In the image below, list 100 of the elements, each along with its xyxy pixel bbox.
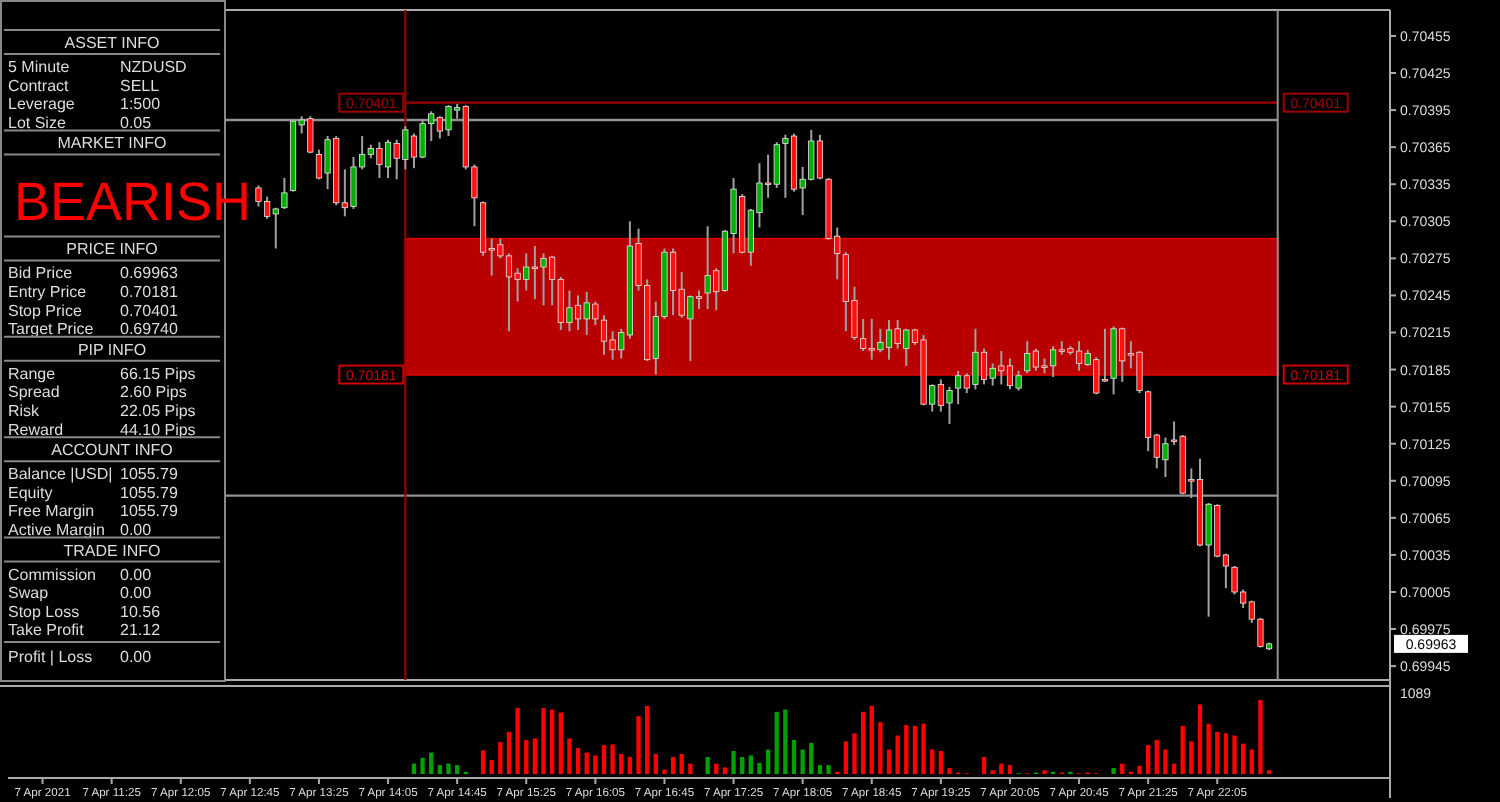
bar (454, 765, 460, 774)
candlestick (384, 138, 392, 180)
bar (1111, 768, 1116, 774)
category-label: 5 Minute (8, 58, 71, 76)
bar (843, 741, 848, 774)
bar (619, 754, 624, 774)
bar (869, 705, 874, 774)
bar (1007, 765, 1013, 774)
bar (757, 762, 762, 774)
category-label: TRADE INFO (63, 541, 161, 560)
candlestick (980, 347, 988, 386)
candlestick (885, 319, 893, 361)
bar (1258, 700, 1263, 774)
bar (610, 744, 615, 774)
bar (1137, 765, 1142, 774)
bar (636, 716, 641, 774)
bar (1154, 739, 1159, 774)
candlestick (955, 369, 962, 406)
bar (524, 739, 529, 774)
bar (1223, 733, 1229, 774)
bar (1163, 749, 1168, 774)
bar (947, 768, 952, 774)
bar (774, 711, 779, 774)
candlestick (350, 156, 357, 210)
category-label: Contract (8, 76, 71, 95)
bar (446, 763, 451, 774)
category-label: Stop Price (8, 301, 83, 320)
text: 1055.79 (120, 502, 178, 521)
text: 0.05 (120, 113, 152, 132)
category-label: Take Profit (8, 621, 86, 640)
bar (921, 723, 926, 774)
text: 66.15 Pips (120, 364, 196, 383)
candlestick (281, 177, 288, 210)
bar (860, 711, 866, 774)
text: 0.70401 (120, 301, 178, 320)
text: 0.00 (120, 521, 152, 539)
category-label: Swap (8, 584, 50, 603)
bar (593, 755, 598, 774)
bar (800, 749, 805, 774)
category-label: Risk (8, 402, 42, 420)
candlestick (540, 252, 547, 307)
candlestick (946, 385, 953, 425)
category-label: ASSET INFO (64, 34, 160, 52)
candlestick (1145, 389, 1152, 453)
bar (1189, 741, 1194, 774)
bar (878, 722, 883, 774)
text: NZDUSD (120, 58, 187, 76)
candlestick (816, 133, 823, 181)
bar (748, 755, 753, 774)
category-label: Free Margin (8, 502, 95, 521)
text: 1055.79 (120, 465, 178, 484)
bar (670, 756, 676, 774)
bar (731, 751, 736, 774)
text: 21.12 (120, 621, 161, 640)
category-label: PIP INFO (77, 340, 147, 359)
candlestick (445, 104, 452, 138)
category-label: Range (8, 364, 57, 383)
category-label: MARKET INFO (57, 134, 167, 153)
text: 22.05 Pips (120, 402, 196, 420)
category-label: Stop Loss (8, 602, 80, 621)
bar (1241, 743, 1246, 774)
bar (912, 725, 918, 774)
bar (420, 757, 425, 774)
bar (809, 742, 814, 774)
bar (895, 735, 900, 774)
bar (1232, 735, 1237, 774)
bar (852, 733, 857, 774)
bar (1145, 745, 1151, 774)
category-label: Balance |USD| (8, 465, 113, 484)
bar (489, 759, 494, 774)
bar (429, 752, 434, 774)
bar (653, 754, 658, 774)
bar (575, 748, 581, 774)
bar (886, 749, 892, 774)
bar (437, 765, 443, 774)
bar (930, 749, 935, 774)
candlestick (1075, 340, 1083, 372)
candlestick (1231, 565, 1238, 596)
bar (584, 752, 589, 774)
candlestick (1024, 340, 1031, 375)
category-label: Lot Size (8, 113, 67, 132)
bar (515, 708, 520, 774)
category-label: PRICE INFO (66, 240, 158, 259)
candlestick (1015, 369, 1022, 392)
candlestick (860, 317, 867, 353)
text: 1055.79 (120, 483, 178, 502)
category-label: Spread (8, 383, 60, 402)
candlestick (1006, 357, 1014, 391)
bar (645, 705, 650, 774)
bar (688, 763, 693, 774)
text: 44.10 Pips (120, 420, 196, 439)
bar (791, 739, 797, 774)
text: 0.69963 (120, 264, 178, 283)
text: 1:500 (120, 95, 161, 114)
bar (765, 749, 771, 774)
text: 0.69740 (120, 320, 178, 339)
bar (981, 756, 987, 774)
category-label: Leverage (8, 95, 76, 114)
category-label: Profit | Loss (8, 648, 93, 666)
bar (567, 738, 572, 774)
